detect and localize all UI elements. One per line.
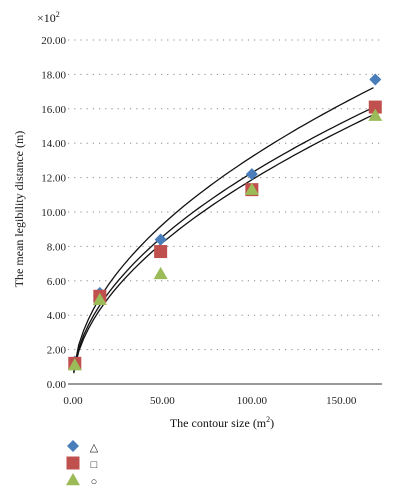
fit-curve <box>73 114 374 374</box>
y-multiplier: ×102 <box>37 10 60 25</box>
diamond-point <box>369 73 382 86</box>
fit-curve <box>73 106 374 373</box>
diamond-point <box>154 233 167 246</box>
y-tick-label: 4.00 <box>47 310 67 322</box>
data-points <box>67 73 383 371</box>
diamond-point <box>245 168 258 181</box>
gridlines <box>68 39 382 351</box>
x-tick-label: 50.00 <box>150 395 175 407</box>
y-tick-label: 18.00 <box>41 69 66 81</box>
y-tick-label: 6.00 <box>47 276 67 288</box>
y-tick-label: 10.00 <box>41 207 66 219</box>
triangle-point <box>92 292 107 305</box>
y-tick-label: 0.00 <box>47 379 67 391</box>
square-point <box>154 245 168 259</box>
fit-curves <box>73 87 374 374</box>
x-axis-label: The contour size (m2) <box>170 415 274 430</box>
y-tick-labels: 0.00 2.00 4.00 6.00 8.00 10.00 12.00 14.00 16.00… <box>41 35 66 391</box>
legend-line-symbol: □ <box>91 459 98 471</box>
y-axis-label: The mean legibility distance (m) <box>12 131 26 288</box>
legend: △ □ ○ <box>66 440 99 488</box>
square-point <box>368 100 382 114</box>
legend-line-symbol: ○ <box>91 476 98 488</box>
x-tick-label: 0.00 <box>63 395 83 407</box>
y-tick-label: 14.00 <box>41 138 66 150</box>
triangle-point <box>368 108 383 121</box>
square-point <box>66 456 80 470</box>
fit-curve <box>73 87 374 371</box>
y-tick-label: 8.00 <box>47 241 67 253</box>
x-tick-labels: 0.00 50.00 100.00 150.00 <box>63 395 357 407</box>
y-tick-label: 2.00 <box>47 345 67 357</box>
y-tick-label: 20.00 <box>41 35 66 47</box>
diamond-point <box>67 440 79 452</box>
y-tick-label: 12.00 <box>41 173 66 185</box>
x-tick-label: 150.00 <box>326 395 357 407</box>
triangle-point <box>244 182 259 195</box>
triangle-point <box>66 473 80 486</box>
y-tick-label: 16.00 <box>41 104 66 116</box>
triangle-point <box>67 358 82 371</box>
legend-line-symbol: △ <box>90 442 99 454</box>
x-tick-label: 100.00 <box>237 395 268 407</box>
triangle-point <box>153 266 168 280</box>
